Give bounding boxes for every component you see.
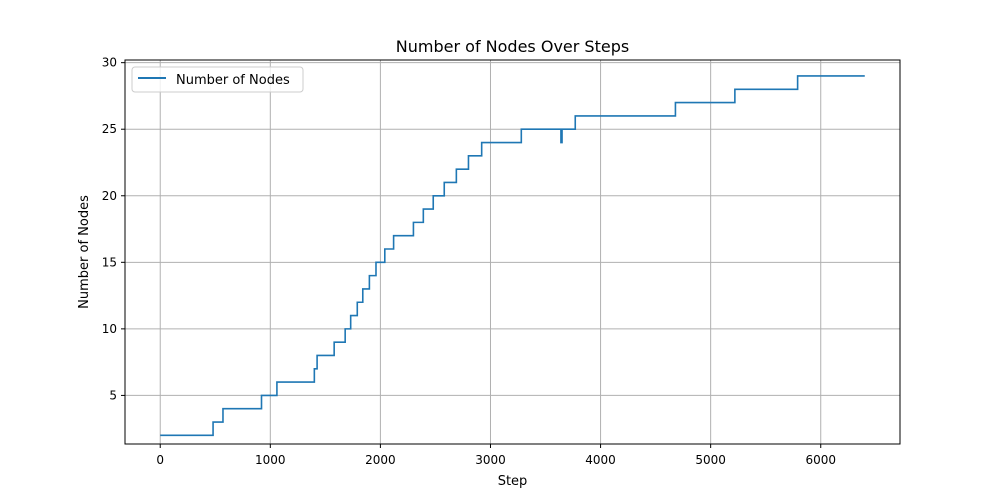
x-tick-label: 0 xyxy=(156,453,164,467)
y-tick-label: 10 xyxy=(102,322,117,336)
chart-title: Number of Nodes Over Steps xyxy=(396,37,629,56)
x-tick-label: 6000 xyxy=(805,453,836,467)
series-layer xyxy=(160,75,865,437)
x-axis-title: Step xyxy=(498,474,528,489)
y-tick-label: 5 xyxy=(109,388,117,402)
y-tick-label: 30 xyxy=(102,56,117,70)
series-line-number-of-nodes xyxy=(160,75,865,437)
legend-label: Number of Nodes xyxy=(176,73,290,88)
axis-ticks: 0 1000 2000 3000 4000 5000 6000 5 10 15 20 25 30 xyxy=(102,56,836,467)
y-tick-label: 20 xyxy=(102,189,117,203)
legend-box xyxy=(131,66,304,93)
x-tick-label: 3000 xyxy=(475,453,506,467)
plot-area-frame xyxy=(124,59,901,445)
legend: Number of Nodes xyxy=(131,66,304,93)
x-tick-label: 5000 xyxy=(695,453,726,467)
grid-lines xyxy=(125,60,900,444)
y-tick-label: 25 xyxy=(102,122,117,136)
y-axis-title: Number of Nodes xyxy=(77,195,92,309)
x-tick-label: 2000 xyxy=(365,453,396,467)
y-tick-label: 15 xyxy=(102,255,117,269)
x-tick-label: 1000 xyxy=(255,453,286,467)
x-tick-label: 4000 xyxy=(585,453,616,467)
